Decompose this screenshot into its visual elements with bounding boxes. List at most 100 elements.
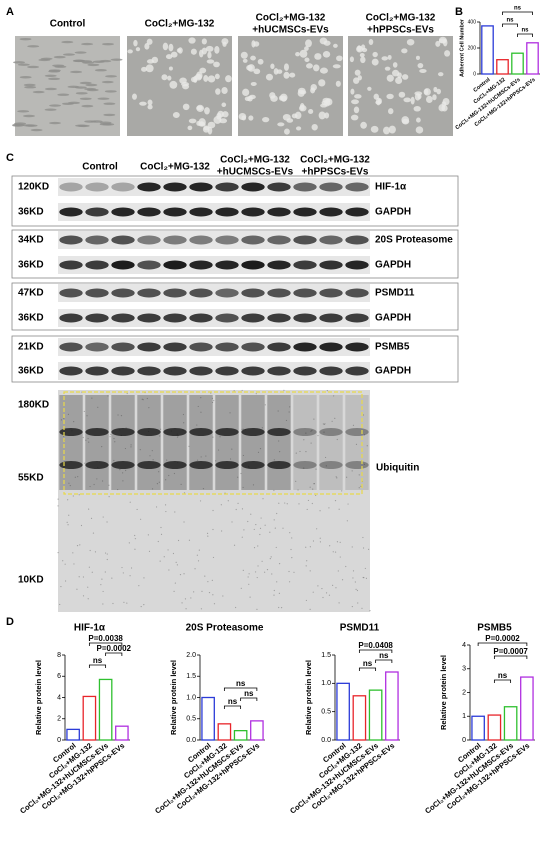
cell [426,95,433,104]
cell [214,46,220,54]
speck [237,502,239,504]
cell [318,111,326,120]
speck [159,435,161,437]
speck [233,544,236,546]
speck [295,480,297,482]
speck [138,585,140,587]
speck [102,516,104,518]
speck [331,420,333,422]
speck [82,436,84,439]
speck [347,503,349,505]
band [215,428,239,436]
speck [313,418,315,420]
speck [276,512,278,515]
cell [332,64,341,69]
speck [60,419,63,421]
band [59,313,83,323]
y-tick-label: 400 [468,19,477,25]
bar [98,678,113,741]
speck [64,580,67,582]
band [345,313,369,323]
speck [122,480,124,482]
annotation: ns [521,28,529,34]
speck [101,480,104,482]
speck [231,448,233,450]
speck [277,410,279,412]
speck [85,439,87,441]
speck [64,563,66,565]
speck [167,549,169,551]
cell [168,66,173,71]
annotation: P=0.0408 [358,641,393,650]
cell [305,39,312,48]
annotation: P=0.0002 [485,634,520,643]
band [267,235,291,245]
cell [146,38,153,45]
cell [132,93,137,100]
protein-label: GAPDH [375,207,411,218]
cell [207,121,216,129]
speck [309,570,311,572]
y-tick-label: 0 [57,737,61,744]
cell [437,72,444,77]
band [137,207,161,217]
cell [413,105,421,112]
speck [212,594,214,596]
cell [283,71,290,79]
speck [80,524,83,527]
speck [341,490,343,492]
speck [256,608,258,610]
speck [86,415,88,417]
cell [213,61,220,68]
speck [325,592,328,594]
speck [253,528,255,531]
speck [307,499,310,502]
cell [284,128,290,135]
speck [200,411,202,413]
speck [355,588,357,590]
cell [359,53,365,58]
speck [217,449,220,451]
speck [181,602,183,604]
bar [201,696,215,741]
cell [44,87,57,91]
speck [212,436,214,438]
cell [253,41,260,47]
cell [170,51,178,58]
speck [242,428,244,430]
smear [293,395,317,490]
cell [74,86,87,89]
micrograph-label: CoCl₂+MG-132 [256,13,326,24]
y-tick-label: 0.5 [321,709,331,716]
band [85,313,109,323]
band [59,366,83,376]
cell [201,38,207,45]
cell [248,115,254,121]
speck [212,556,215,559]
band [267,182,291,192]
speck [141,398,143,400]
cell [101,42,114,46]
cell [196,71,203,80]
annotation: ns [228,697,238,706]
speck [346,520,348,522]
speck [165,510,167,513]
size-label: 10KD [18,575,44,586]
speck [309,608,311,610]
speck [278,562,281,565]
bracket [517,33,533,37]
blot-strip [58,309,370,327]
speck [278,440,280,442]
bar [233,730,248,741]
bracket [240,697,258,701]
cell [187,125,193,131]
speck [221,530,223,532]
band [85,428,109,436]
speck [233,390,235,392]
speck [90,517,93,519]
y-tick-label: 2.0 [186,652,196,659]
y-tick-label: 4 [462,642,466,649]
speck [108,484,110,486]
blot-strip [58,362,370,380]
speck [134,534,136,537]
